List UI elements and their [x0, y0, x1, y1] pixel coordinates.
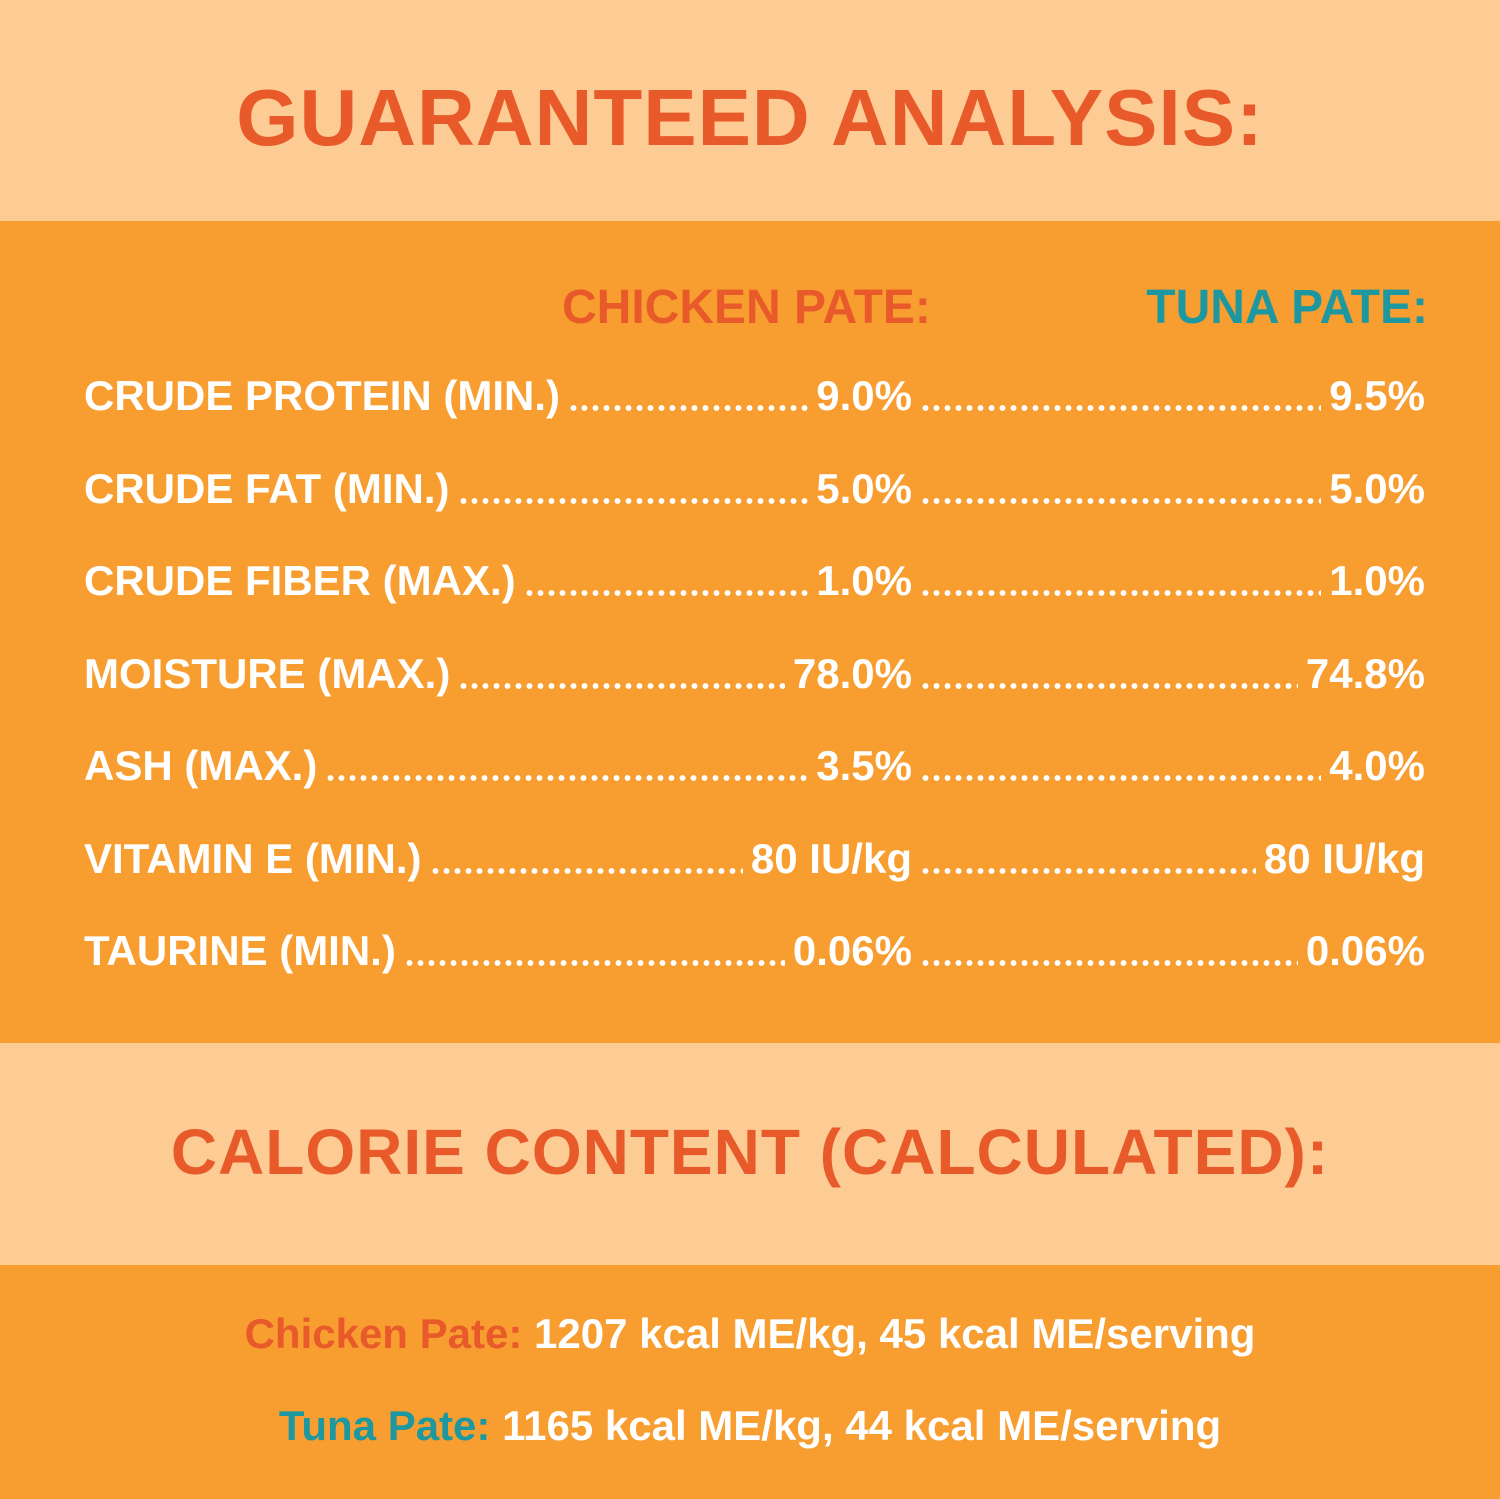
tuna-segment: 1.0% [912, 553, 1425, 609]
tuna-value: 74.8% [1305, 649, 1425, 697]
analysis-panel [0, 221, 1500, 1043]
leader-dots [523, 589, 809, 597]
chicken-segment: MOISTURE (MAX.) 78.0% [84, 646, 912, 702]
calorie-title: CALORIE CONTENT (CALCULATED): [170, 1116, 1330, 1188]
tuna-segment: 4.0% [912, 738, 1425, 794]
tuna-value: 4.0% [1329, 742, 1425, 789]
leader-dots [920, 496, 1322, 505]
leader-dots [429, 866, 743, 875]
analysis-row: CRUDE FAT (MIN.) 5.0% 5.0% [84, 461, 1425, 517]
tuna-value: 0.06% [1305, 927, 1425, 974]
tuna-segment: 0.06% [912, 923, 1425, 979]
nutrient-label: TAURINE (MIN.) [84, 927, 396, 974]
calorie-line-chicken: Chicken Pate: 1207 kcal ME/kg, 45 kcal M… [0, 1310, 1500, 1358]
tuna-value: 80 IU/kg [1263, 834, 1425, 882]
nutrient-label: ASH (MAX.) [84, 742, 318, 789]
nutrient-label: CRUDE PROTEIN (MIN.) [84, 372, 560, 419]
leader-dots [920, 681, 1298, 690]
chicken-value: 80 IU/kg [750, 834, 912, 882]
tuna-segment: 9.5% [912, 368, 1425, 424]
leader-dots [920, 774, 1322, 782]
chicken-value: 3.5% [816, 742, 912, 789]
leader-dots [457, 496, 809, 505]
tuna-value: 1.0% [1329, 557, 1425, 604]
tuna-segment: 5.0% [912, 461, 1425, 517]
tuna-value: 9.5% [1329, 372, 1425, 419]
tuna-segment: 74.8% [912, 646, 1425, 702]
nutrient-label: CRUDE FIBER (MAX.) [84, 557, 516, 604]
chicken-value: 1.0% [816, 557, 912, 604]
leader-dots [325, 774, 809, 782]
chicken-segment: VITAMIN E (MIN.) 80 IU/kg [84, 831, 912, 887]
column-header-chicken: CHICKEN PATE: [562, 281, 931, 334]
calorie-line-tuna: Tuna Pate: 1165 kcal ME/kg, 44 kcal ME/s… [0, 1402, 1500, 1450]
nutrient-label: CRUDE FAT (MIN.) [84, 464, 450, 512]
analysis-row: MOISTURE (MAX.) 78.0% 74.8% [84, 646, 1425, 702]
chicken-segment: CRUDE PROTEIN (MIN.) 9.0% [84, 368, 912, 424]
chicken-label: Chicken Pate: [244, 1310, 523, 1357]
chicken-segment: TAURINE (MIN.) 0.06% [84, 923, 912, 979]
chicken-calorie-value: 1207 kcal ME/kg, 45 kcal ME/serving [534, 1310, 1256, 1357]
analysis-row: TAURINE (MIN.) 0.06% 0.06% [84, 923, 1425, 979]
column-header-tuna: TUNA PATE: [1146, 281, 1428, 334]
analysis-row: VITAMIN E (MIN.) 80 IU/kg 80 IU/kg [84, 831, 1425, 887]
calorie-panel [0, 1265, 1500, 1499]
tuna-label: Tuna Pate: [278, 1402, 491, 1449]
chicken-segment: ASH (MAX.) 3.5% [84, 738, 912, 794]
page-title: GUARANTEED ANALYSIS: [236, 73, 1264, 162]
nutrient-label: VITAMIN E (MIN.) [84, 834, 422, 882]
chicken-segment: CRUDE FIBER (MAX.) 1.0% [84, 553, 912, 609]
header-band [0, 0, 1500, 221]
tuna-value: 5.0% [1329, 464, 1425, 512]
chicken-value: 9.0% [816, 372, 912, 419]
leader-dots [568, 404, 809, 412]
chicken-value: 0.06% [792, 927, 912, 974]
chicken-segment: CRUDE FAT (MIN.) 5.0% [84, 461, 912, 517]
leader-dots [920, 589, 1322, 597]
nutrient-label: MOISTURE (MAX.) [84, 649, 451, 697]
leader-dots [403, 959, 785, 967]
leader-dots [920, 959, 1298, 967]
leader-dots [458, 681, 785, 690]
analysis-row: CRUDE FIBER (MAX.) 1.0% 1.0% [84, 553, 1425, 609]
tuna-calorie-value: 1165 kcal ME/kg, 44 kcal ME/serving [502, 1402, 1222, 1449]
calorie-header-band [0, 1043, 1500, 1265]
chicken-value: 5.0% [816, 464, 912, 512]
chicken-value: 78.0% [792, 649, 912, 697]
leader-dots [920, 404, 1322, 412]
analysis-row: ASH (MAX.) 3.5% 4.0% [84, 738, 1425, 794]
analysis-row: CRUDE PROTEIN (MIN.) 9.0% 9.5% [84, 368, 1425, 424]
tuna-segment: 80 IU/kg [912, 831, 1425, 887]
leader-dots [920, 866, 1256, 875]
